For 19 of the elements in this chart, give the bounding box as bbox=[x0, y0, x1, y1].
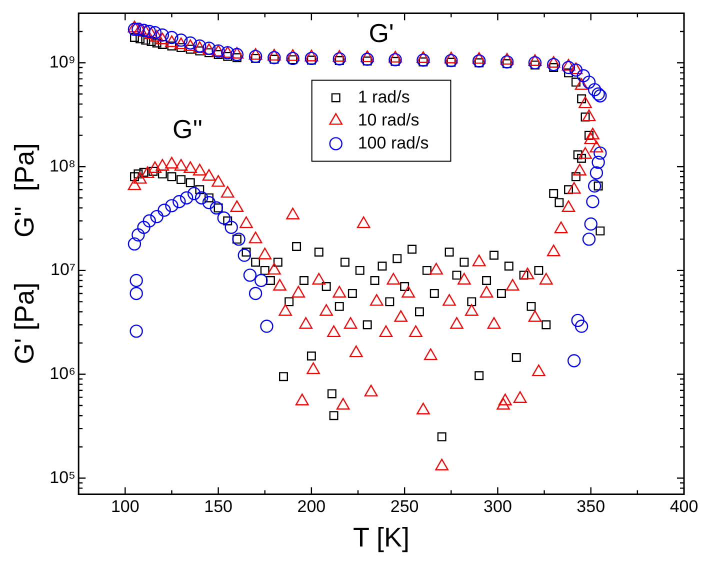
y-axis-title: G' [Pa] G'' [Pa] bbox=[10, 143, 40, 364]
legend-label: 10 rad/s bbox=[358, 110, 420, 130]
x-tick-label: 400 bbox=[670, 497, 698, 516]
legend-label: 1 rad/s bbox=[358, 87, 410, 106]
y-tick-label: 10⁸ bbox=[49, 156, 76, 176]
legend-label: 100 rad/s bbox=[358, 133, 429, 152]
annotation: G' bbox=[368, 18, 394, 48]
y-tick-label: 10⁵ bbox=[50, 468, 76, 487]
x-axis-title: T [K] bbox=[353, 522, 410, 552]
x-tick-label: 150 bbox=[204, 497, 232, 516]
y-tick-label: 10⁷ bbox=[50, 260, 76, 280]
x-tick-label: 250 bbox=[390, 497, 419, 516]
y-tick-label: 10⁹ bbox=[49, 52, 76, 72]
annotation: G'' bbox=[172, 114, 203, 144]
x-tick-label: 200 bbox=[297, 497, 326, 516]
x-tick-label: 350 bbox=[576, 497, 606, 516]
y-tick-label: 10⁶ bbox=[50, 364, 76, 383]
x-tick-label: 300 bbox=[484, 497, 512, 516]
x-tick-label: 100 bbox=[110, 497, 140, 516]
